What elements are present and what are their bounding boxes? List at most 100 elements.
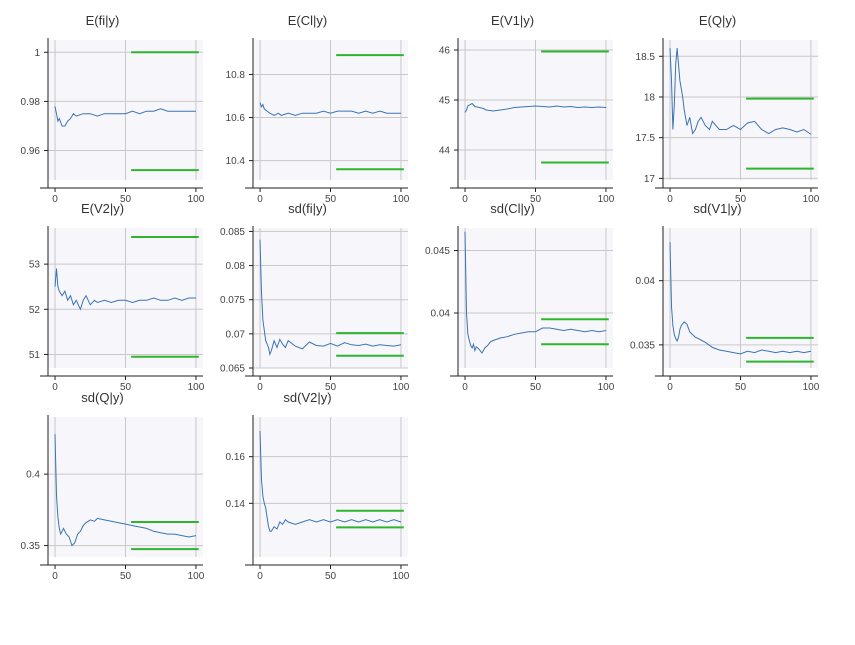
y-tick-label: 0.065 (220, 364, 245, 375)
x-tick-label: 100 (598, 194, 615, 205)
y-tick-label: 0.16 (226, 452, 246, 463)
trace-line (259, 239, 402, 357)
trace-line (259, 430, 402, 532)
x-tick-label: 50 (120, 571, 132, 582)
chart-svg: 0 50 100 0.35 0.4 (21, 415, 205, 582)
x-tick-label: 0 (667, 382, 673, 393)
x-tick-label: 50 (120, 382, 132, 393)
chart-panel-sd-v1-y: sd(V1|y) 0 50 100 0.035 0.04 (615, 198, 820, 393)
x-tick-label: 50 (120, 194, 132, 205)
x-tick-label: 0 (257, 194, 263, 205)
y-tick-label: 10.4 (226, 156, 246, 167)
x-tick-label: 50 (325, 382, 337, 393)
trace-line (669, 48, 812, 135)
chart-title: sd(fi|y) (288, 201, 327, 216)
y-tick-label: 46 (439, 46, 451, 57)
x-tick-label: 50 (530, 194, 542, 205)
y-tick-label: 17.5 (636, 133, 656, 144)
y-tick-label: 44 (439, 146, 451, 157)
trace-line (54, 434, 197, 547)
x-tick-label: 50 (325, 571, 337, 582)
y-tick-label: 0.04 (431, 309, 451, 320)
x-tick-label: 0 (52, 194, 58, 205)
x-tick-label: 50 (325, 194, 337, 205)
y-tick-label: 10.6 (226, 113, 246, 124)
chart-title: E(V1|y) (490, 13, 535, 28)
chart-svg: 0 50 100 0.14 0.16 (226, 415, 410, 582)
y-tick-label: 52 (29, 305, 41, 316)
y-tick-label: 17 (644, 174, 656, 185)
y-tick-label: 0.96 (21, 146, 41, 157)
trace-line (464, 231, 607, 354)
x-tick-label: 50 (735, 382, 747, 393)
chart-svg: 0 50 100 51 52 53 (29, 226, 205, 393)
x-tick-label: 100 (188, 382, 205, 393)
chart-panel-sd-cl-y: sd(Cl|y) 0 50 100 0.04 0.045 (410, 198, 615, 393)
chart-panel-sd-q-y: sd(Q|y) 0 50 100 0.35 0.4 (0, 387, 205, 582)
chart-svg: 0 50 100 10.4 10.6 10.8 (226, 38, 410, 205)
chart-svg: 0 50 100 17 17.5 18 18.5 (636, 38, 820, 205)
y-tick-label: 0.35 (21, 541, 41, 552)
x-tick-label: 0 (462, 382, 468, 393)
trace-line (54, 106, 196, 127)
x-tick-label: 100 (188, 194, 205, 205)
x-tick-label: 0 (462, 194, 468, 205)
chart-svg: 0 50 100 0.96 0.98 1 (21, 38, 205, 205)
x-tick-label: 100 (393, 194, 410, 205)
y-tick-label: 0.14 (226, 499, 246, 510)
x-tick-label: 50 (530, 382, 542, 393)
y-tick-label: 18 (644, 92, 656, 103)
x-tick-label: 0 (257, 571, 263, 582)
chart-title: sd(V2|y) (283, 390, 332, 405)
chart-svg: 0 50 100 0.065 0.07 0.075 0.08 0.085 (220, 226, 410, 393)
y-tick-label: 0.04 (636, 276, 656, 287)
chart-title: sd(V1|y) (693, 201, 742, 216)
x-tick-label: 100 (393, 571, 410, 582)
chart-panel-e-v2-y: E(V2|y) 0 50 100 51 52 53 (0, 198, 205, 393)
chart-panel-e-v1-y: E(V1|y) 0 50 100 44 45 46 (410, 10, 615, 205)
y-tick-label: 0.035 (630, 340, 655, 351)
trace-line (259, 102, 401, 116)
y-tick-label: 0.98 (21, 97, 41, 108)
y-tick-label: 1 (34, 48, 40, 59)
chart-svg: 0 50 100 44 45 46 (439, 38, 615, 205)
chart-panel-e-fi-y: E(fi|y) 0 50 100 0.96 0.98 1 (0, 10, 205, 205)
chart-panel-e-q-y: E(Q|y) 0 50 100 17 17.5 18 18.5 (615, 10, 820, 205)
chart-title: E(fi|y) (85, 13, 120, 28)
trace-line (464, 102, 607, 113)
chart-svg: 0 50 100 0.035 0.04 (630, 226, 820, 393)
x-tick-label: 100 (188, 571, 205, 582)
x-tick-label: 0 (667, 194, 673, 205)
chart-title: E(Cl|y) (287, 13, 328, 28)
y-tick-label: 0.08 (226, 261, 246, 272)
chart-title: sd(Q|y) (81, 390, 124, 405)
y-tick-label: 0.075 (220, 295, 245, 306)
chart-panel-sd-v2-y: sd(V2|y) 0 50 100 0.14 0.16 (205, 387, 410, 582)
trace-line (54, 268, 196, 311)
y-tick-label: 0.07 (226, 329, 246, 340)
y-tick-label: 53 (29, 260, 41, 271)
x-tick-label: 0 (257, 382, 263, 393)
x-tick-label: 100 (598, 382, 615, 393)
chart-title: sd(Cl|y) (490, 201, 535, 216)
chart-panel-e-cl-y: E(Cl|y) 0 50 100 10.4 10.6 10.8 (205, 10, 410, 205)
y-tick-label: 10.8 (226, 70, 246, 81)
trace-line (669, 242, 812, 355)
y-tick-label: 45 (439, 96, 451, 107)
y-tick-label: 0.085 (220, 227, 245, 238)
x-tick-label: 50 (735, 194, 747, 205)
y-tick-label: 18.5 (636, 52, 656, 63)
x-tick-label: 100 (803, 382, 820, 393)
chart-title: E(Q|y) (698, 13, 737, 28)
chart-panel-sd-fi-y: sd(fi|y) 0 50 100 0.065 0.07 0.075 0.08 0.085 (205, 198, 410, 393)
y-tick-label: 51 (29, 350, 41, 361)
chart-title: E(V2|y) (80, 201, 125, 216)
x-tick-label: 100 (393, 382, 410, 393)
x-tick-label: 0 (52, 382, 58, 393)
chart-svg: 0 50 100 0.04 0.045 (425, 226, 615, 393)
x-tick-label: 0 (52, 571, 58, 582)
y-tick-label: 0.4 (26, 470, 40, 481)
x-tick-label: 100 (803, 194, 820, 205)
y-tick-label: 0.045 (425, 246, 450, 257)
